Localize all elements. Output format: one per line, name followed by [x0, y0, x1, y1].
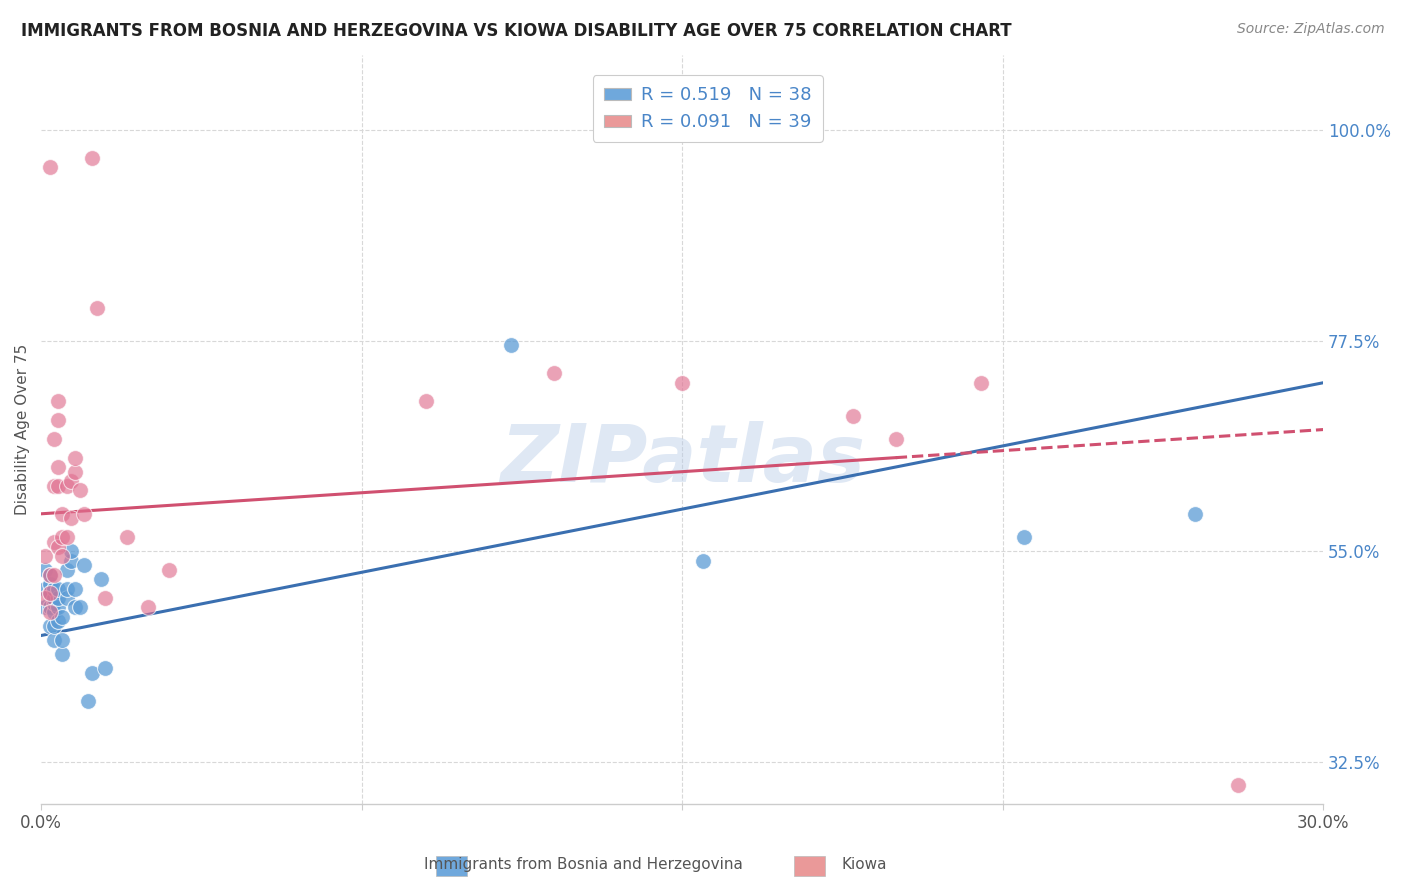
Point — [46, 615, 69, 629]
Point — [60, 511, 83, 525]
Point — [1012, 530, 1035, 544]
Y-axis label: Disability Age Over 75: Disability Age Over 75 — [15, 344, 30, 516]
Point — [55, 479, 77, 493]
Point — [34, 600, 56, 615]
Point — [970, 376, 993, 390]
Point — [38, 605, 60, 619]
Point — [671, 376, 693, 390]
Point — [73, 558, 96, 573]
Legend: R = 0.519   N = 38, R = 0.091   N = 39: R = 0.519 N = 38, R = 0.091 N = 39 — [593, 76, 823, 142]
Point — [46, 540, 69, 554]
Point — [46, 394, 69, 409]
Point — [69, 483, 91, 498]
Point — [38, 567, 60, 582]
Text: ZIPatlas: ZIPatlas — [499, 420, 865, 499]
Point — [46, 460, 69, 475]
Point — [501, 338, 523, 352]
Point — [38, 577, 60, 591]
Point — [55, 582, 77, 596]
Point — [157, 563, 180, 577]
Point — [51, 549, 73, 563]
Point — [82, 665, 104, 680]
Text: Immigrants from Bosnia and Herzegovina: Immigrants from Bosnia and Herzegovina — [425, 857, 742, 872]
Point — [60, 553, 83, 567]
Point — [42, 596, 65, 610]
Point — [46, 479, 69, 493]
Point — [38, 586, 60, 600]
Point — [51, 507, 73, 521]
Point — [51, 609, 73, 624]
Point — [42, 432, 65, 446]
Point — [42, 534, 65, 549]
Point — [42, 633, 65, 648]
Point — [692, 553, 714, 567]
Point — [136, 600, 159, 615]
Point — [46, 591, 69, 605]
Point — [842, 409, 865, 423]
Point — [51, 647, 73, 661]
Point — [55, 591, 77, 605]
Point — [42, 582, 65, 596]
Point — [34, 591, 56, 605]
Point — [60, 544, 83, 558]
Point — [55, 530, 77, 544]
Point — [60, 474, 83, 488]
Point — [46, 600, 69, 615]
Point — [51, 530, 73, 544]
Point — [94, 591, 117, 605]
Point — [55, 563, 77, 577]
Point — [46, 582, 69, 596]
Point — [42, 619, 65, 633]
Point — [543, 367, 565, 381]
Point — [38, 567, 60, 582]
Text: IMMIGRANTS FROM BOSNIA AND HERZEGOVINA VS KIOWA DISABILITY AGE OVER 75 CORRELATI: IMMIGRANTS FROM BOSNIA AND HERZEGOVINA V… — [21, 22, 1012, 40]
Point — [65, 600, 87, 615]
Point — [42, 479, 65, 493]
Point — [73, 507, 96, 521]
Point — [1184, 507, 1206, 521]
Point — [86, 301, 108, 315]
Point — [34, 582, 56, 596]
Point — [77, 694, 100, 708]
Point — [65, 465, 87, 479]
Point — [65, 582, 87, 596]
Point — [42, 567, 65, 582]
Text: Kiowa: Kiowa — [842, 857, 887, 872]
Point — [34, 549, 56, 563]
Point — [65, 450, 87, 465]
Point — [42, 605, 65, 619]
Point — [415, 394, 437, 409]
Point — [42, 591, 65, 605]
Point — [69, 600, 91, 615]
Point — [34, 563, 56, 577]
Point — [82, 151, 104, 165]
Text: Source: ZipAtlas.com: Source: ZipAtlas.com — [1237, 22, 1385, 37]
Point — [884, 432, 907, 446]
Point — [51, 633, 73, 648]
Point — [1226, 778, 1249, 792]
Point — [38, 586, 60, 600]
Point — [38, 619, 60, 633]
Point — [115, 530, 138, 544]
Point — [90, 572, 112, 586]
Point — [94, 661, 117, 675]
Point — [46, 413, 69, 427]
Point — [38, 161, 60, 175]
Point — [38, 600, 60, 615]
